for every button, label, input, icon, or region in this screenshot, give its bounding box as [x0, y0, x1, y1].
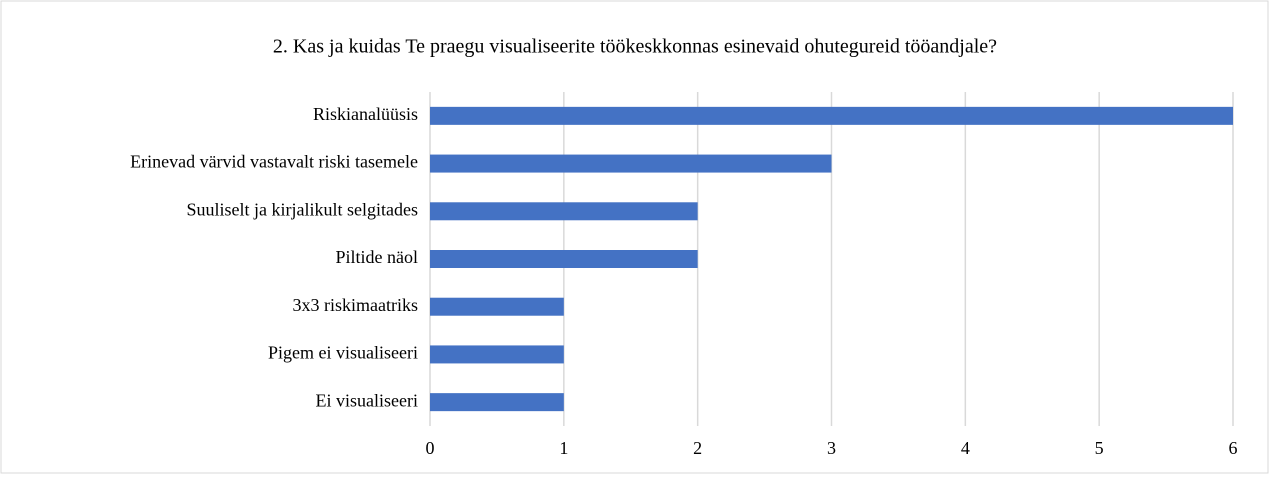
bar [430, 106, 1233, 125]
y-tick-label: 3x3 riskimaatriks [293, 295, 418, 315]
x-tick-label: 6 [1229, 438, 1238, 458]
y-tick-label: Pigem ei visualiseeri [268, 343, 418, 363]
x-tick-label: 0 [426, 438, 435, 458]
chart-title: 2. Kas ja kuidas Te praegu visualiseerit… [273, 36, 997, 58]
y-tick-label: Piltide näol [336, 247, 419, 267]
x-tick-label: 2 [693, 438, 702, 458]
y-tick-label: Riskianalüüsis [313, 104, 418, 124]
bar [430, 154, 832, 173]
x-tick-label: 1 [559, 438, 568, 458]
bar [430, 345, 564, 364]
y-tick-label: Suuliselt ja kirjalikult selgitades [187, 199, 418, 219]
bar [430, 202, 698, 221]
y-tick-label: Erinevad värvid vastavalt riski tasemele [130, 152, 418, 172]
y-tick-label: Ei visualiseeri [316, 390, 418, 410]
x-tick-label: 4 [961, 438, 970, 458]
bar [430, 393, 564, 412]
bar [430, 250, 698, 268]
x-tick-label: 3 [827, 438, 836, 458]
x-tick-label: 5 [1095, 438, 1104, 458]
bar [430, 297, 564, 316]
